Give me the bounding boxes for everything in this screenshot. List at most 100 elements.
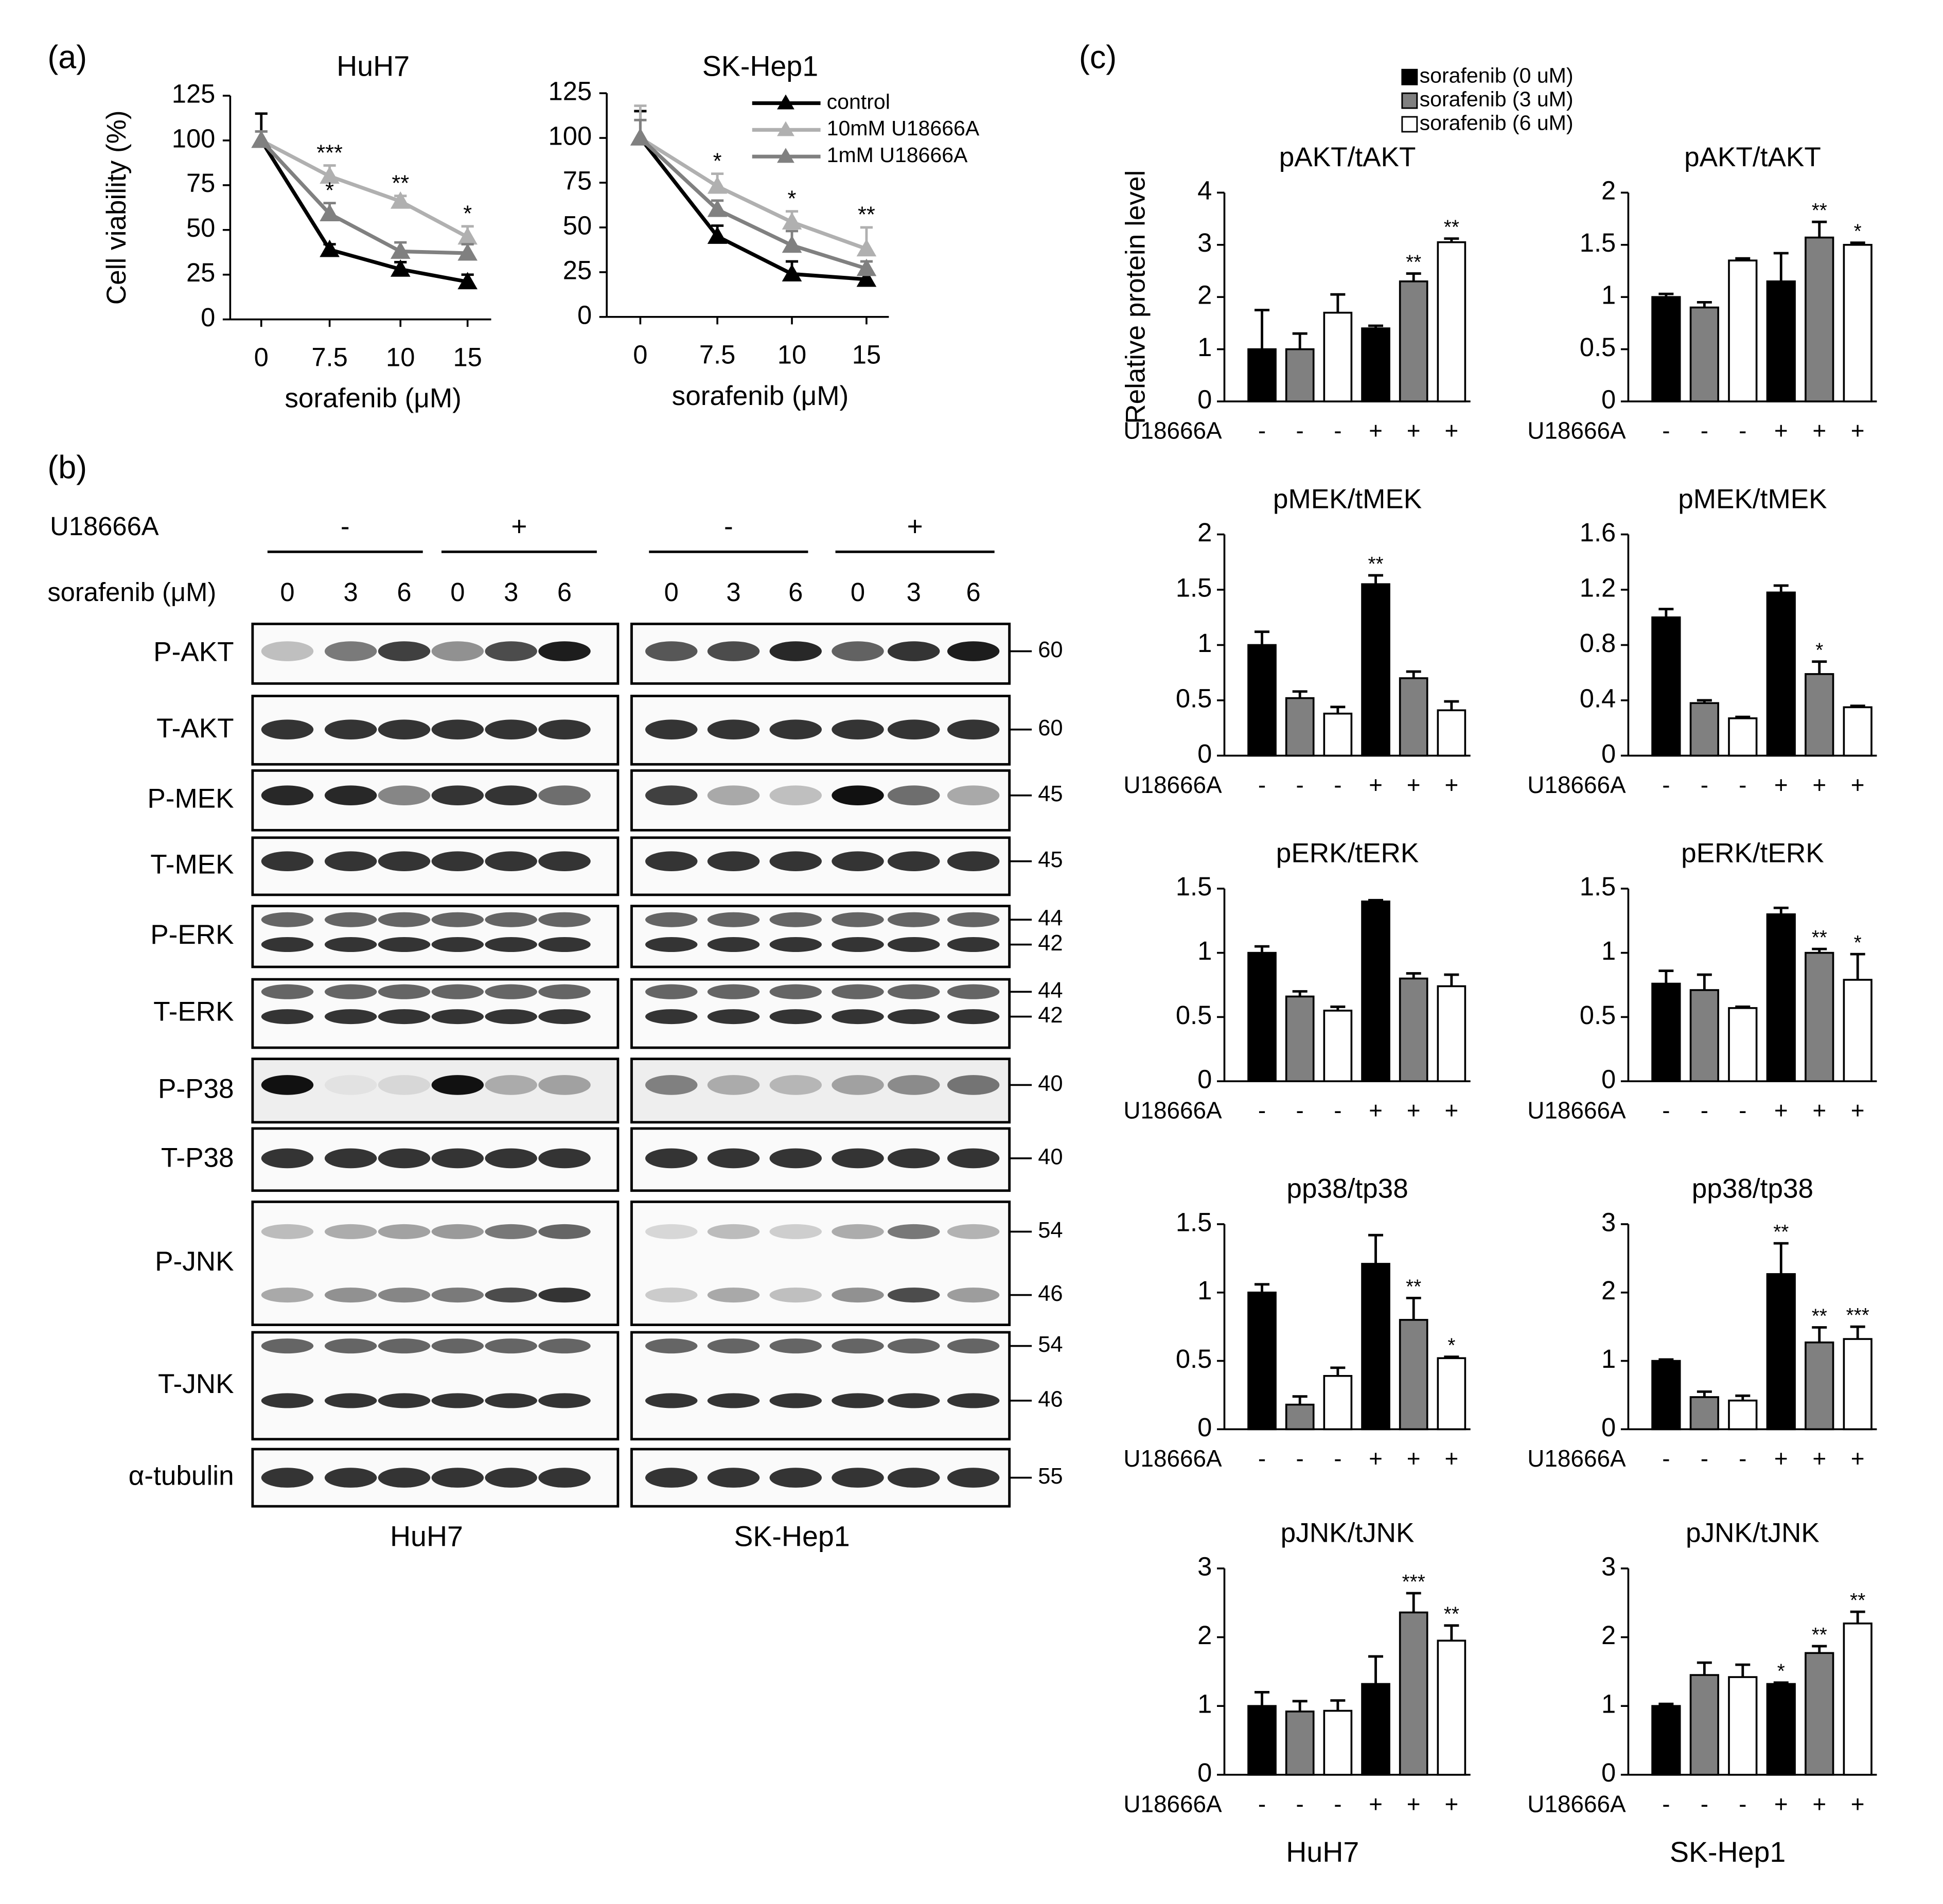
- significance: ***: [1846, 1304, 1869, 1327]
- bar: [1689, 1396, 1719, 1431]
- x-tick-label: -: [1334, 1445, 1341, 1472]
- bar: [1728, 1399, 1758, 1431]
- y-tick-label: 1.6: [1580, 518, 1616, 547]
- blot-band: [947, 1009, 1000, 1025]
- y-tick-label: 0: [1601, 739, 1616, 768]
- cell-line-label: SK-Hep1: [734, 1521, 850, 1553]
- bar: [1323, 712, 1353, 757]
- legend-marker: [777, 148, 794, 163]
- series-line: [259, 139, 468, 284]
- blot-band: [485, 851, 537, 872]
- x-label: U18666A: [1123, 1790, 1222, 1817]
- chart-title: pJNK/tJNK: [1281, 1518, 1415, 1548]
- blot-band: [261, 719, 314, 740]
- y-tick-label: 1.2: [1580, 573, 1616, 602]
- blot-band: [769, 1148, 822, 1169]
- point: [457, 272, 478, 290]
- blot-band: [947, 1338, 1000, 1354]
- y-tick-label: 0: [1197, 739, 1212, 768]
- error-bar: [1406, 1296, 1421, 1320]
- error-bar: [1850, 1325, 1865, 1339]
- x-tick-label: +: [1851, 417, 1865, 444]
- blot-band: [324, 912, 377, 927]
- significance: **: [1444, 1603, 1459, 1626]
- bar: [1728, 1007, 1758, 1082]
- legend-label: 1mM U18666A: [827, 143, 968, 167]
- blot-band: [324, 1009, 377, 1025]
- y-tick-label: 1.5: [1580, 872, 1616, 901]
- x-tick-label: +: [1774, 771, 1788, 798]
- error-bar: [1658, 969, 1674, 984]
- error-bar: [1368, 574, 1384, 585]
- y-tick-label: 1: [1197, 936, 1212, 965]
- y-tick-label: 125: [172, 79, 216, 108]
- legend-label: control: [827, 90, 890, 113]
- y-tick-label: 0.5: [1176, 1000, 1212, 1030]
- error-bar: [1292, 690, 1308, 698]
- x-tick-label: +: [1774, 1445, 1788, 1472]
- series-line: [639, 136, 867, 281]
- significance: ***: [1402, 1571, 1425, 1593]
- blot-frame: [630, 1201, 1011, 1326]
- bar: [1805, 236, 1834, 402]
- dose: 0: [664, 577, 679, 607]
- error-bar: [1368, 1655, 1384, 1684]
- blot-band: [261, 1224, 314, 1239]
- x-tick-label: -: [1334, 771, 1341, 798]
- blot-band: [261, 851, 314, 872]
- blot-band: [832, 1148, 884, 1169]
- y-tick-label: 4: [1197, 176, 1212, 205]
- point: [457, 227, 478, 245]
- dose: 3: [504, 577, 518, 607]
- bar: [1689, 702, 1719, 757]
- x-tick-label: +: [1812, 771, 1826, 798]
- point: [707, 199, 728, 217]
- dose: 0: [851, 577, 865, 607]
- dose: 3: [726, 577, 740, 607]
- error-bar: [1773, 252, 1789, 281]
- point: [457, 243, 478, 261]
- blot-band: [485, 1224, 537, 1239]
- blot-band: [887, 1338, 940, 1354]
- blot-band: [538, 719, 591, 740]
- x-tick-label: +: [1407, 417, 1421, 444]
- blot-band: [538, 912, 591, 927]
- significance: *: [1854, 932, 1862, 954]
- size-marker: 46: [1038, 1387, 1063, 1412]
- blot-band: [645, 1075, 698, 1095]
- blot-band: [378, 1075, 431, 1095]
- significance: *: [788, 186, 797, 211]
- significance: **: [1812, 927, 1827, 949]
- blot-band: [887, 1075, 940, 1095]
- blot-band: [485, 1288, 537, 1303]
- blot-band: [378, 641, 431, 661]
- x-tick-label: 0: [633, 340, 647, 369]
- x-tick-label: -: [1258, 1097, 1266, 1124]
- series-line: [639, 136, 868, 251]
- blot-band: [887, 1224, 940, 1239]
- size-marker: 45: [1038, 782, 1063, 806]
- blot-band: [324, 1393, 377, 1408]
- legend-swatch: [1401, 116, 1418, 133]
- blot-band: [887, 1148, 940, 1169]
- error-bar: [1658, 608, 1674, 618]
- blot-band: [645, 1468, 698, 1488]
- significance: **: [1812, 200, 1827, 222]
- dose: 0: [450, 577, 465, 607]
- blot-band: [947, 1075, 1000, 1095]
- y-tick-label: 50: [563, 210, 592, 240]
- point: [782, 235, 802, 253]
- blot-band: [431, 1288, 484, 1303]
- error-bar: [1292, 332, 1308, 349]
- blot-row-label: T-AKT: [156, 713, 234, 744]
- blot-band: [887, 641, 940, 661]
- x-tick-label: -: [1701, 1790, 1708, 1817]
- size-marker: 54: [1038, 1332, 1063, 1357]
- significance: **: [1850, 1590, 1865, 1612]
- blot-band: [378, 984, 431, 999]
- x-tick-label: -: [1296, 1790, 1304, 1817]
- blot-band: [378, 1288, 431, 1303]
- x-tick-label: +: [1407, 1445, 1421, 1472]
- bar: [1399, 280, 1428, 402]
- error-bar: [1255, 945, 1270, 953]
